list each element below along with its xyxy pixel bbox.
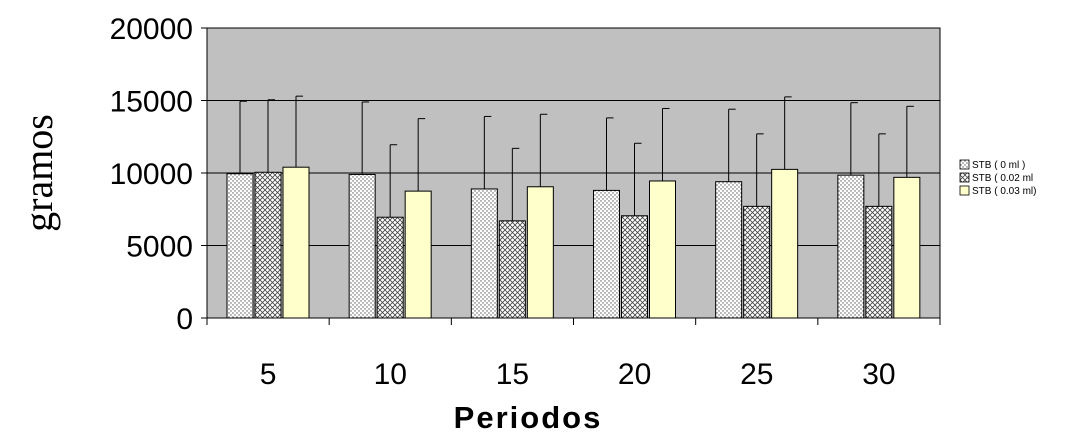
legend-swatch [959, 185, 970, 196]
y-tick-label: 15000 [110, 86, 193, 119]
bar [226, 173, 254, 319]
x-tick-label: 15 [496, 358, 529, 391]
bar [771, 168, 799, 319]
bar [254, 171, 282, 319]
bar [404, 190, 432, 319]
y-tick-label: 0 [176, 303, 193, 336]
bar [470, 188, 498, 319]
x-tick-label: 20 [618, 358, 651, 391]
y-tick-label: 10000 [110, 158, 193, 191]
x-tick-label: 10 [374, 358, 407, 391]
bar [715, 181, 743, 319]
bar [348, 173, 376, 319]
x-tick-label: 25 [740, 358, 773, 391]
bars [226, 166, 921, 319]
bar [865, 205, 893, 319]
bar [498, 220, 526, 319]
legend-label: STB ( 0.02 ml [972, 173, 1033, 184]
bar [743, 205, 771, 319]
legend-swatch [959, 172, 970, 183]
bar [893, 176, 921, 319]
y-tick-label: 20000 [110, 13, 193, 46]
bar [376, 216, 404, 319]
gridlines [207, 100, 940, 246]
x-tick-label: 30 [862, 358, 895, 391]
legend-swatch [959, 159, 970, 170]
legend: STB ( 0 ml ) STB ( 0.02 ml STB ( 0.03 ml) [959, 159, 1036, 197]
y-axis-label: gramos [16, 114, 61, 232]
legend-label: STB ( 0.03 ml) [972, 186, 1036, 197]
x-axis-label: Periodos [454, 400, 603, 435]
bar [621, 215, 648, 319]
bar [593, 189, 620, 319]
bar [526, 186, 554, 319]
bar [282, 166, 310, 319]
x-tick-label: 5 [260, 358, 277, 391]
bar [649, 180, 676, 319]
bar [837, 174, 865, 319]
legend-label: STB ( 0 ml ) [972, 160, 1025, 171]
error-bars [239, 95, 914, 221]
y-axis: 0 5000 10000 15000 20000 [110, 13, 207, 336]
x-axis: 5 10 15 20 25 30 [206, 318, 941, 391]
y-tick-label: 5000 [126, 231, 193, 264]
